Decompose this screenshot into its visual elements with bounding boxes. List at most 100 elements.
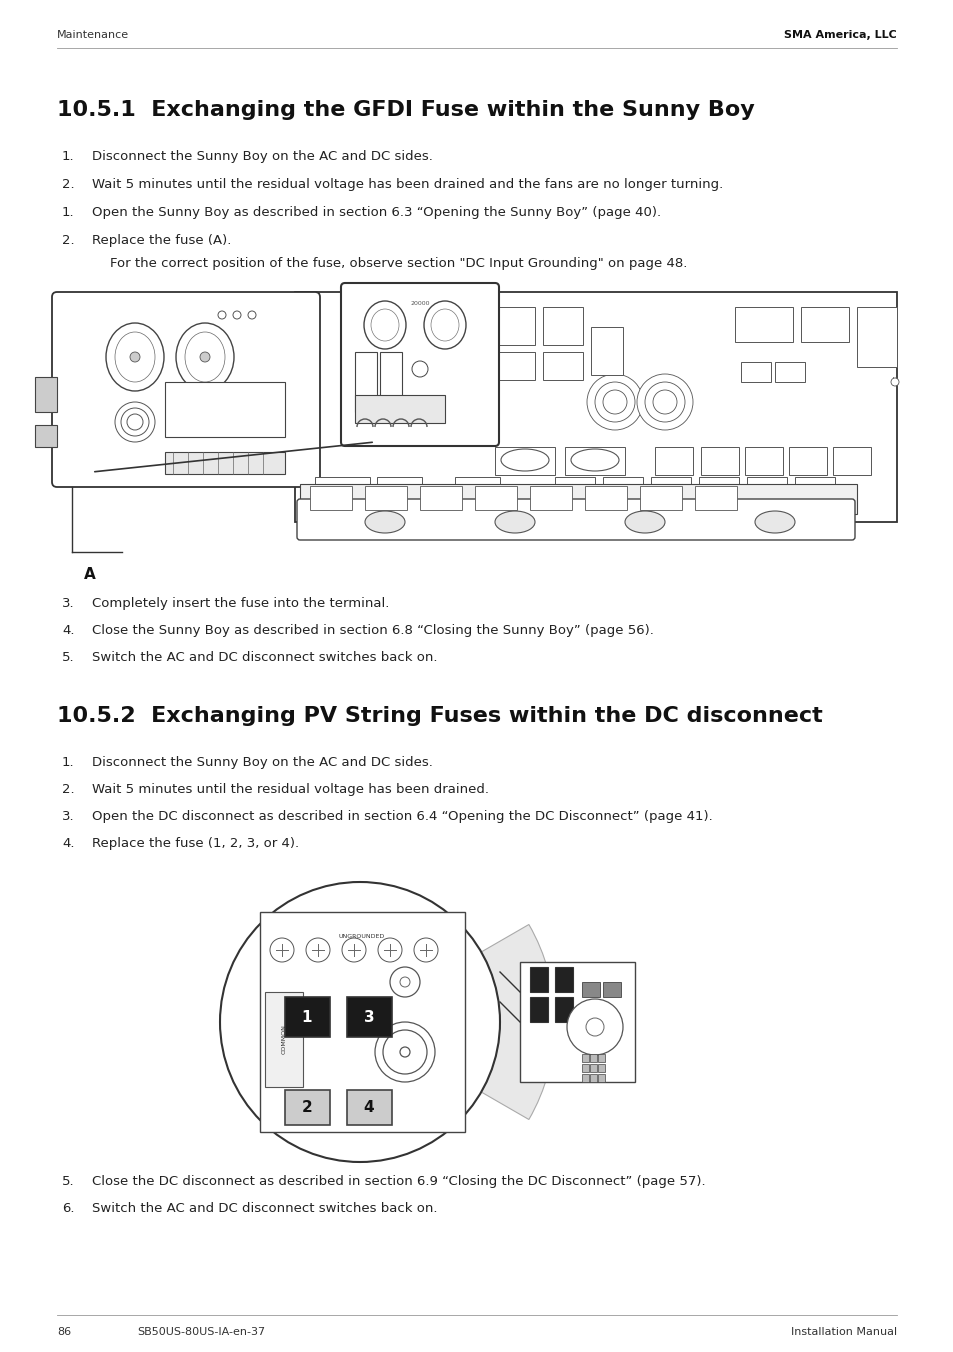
Bar xyxy=(542,307,582,345)
Bar xyxy=(419,485,461,510)
Circle shape xyxy=(115,402,154,442)
Ellipse shape xyxy=(495,511,535,533)
Text: Replace the fuse (1, 2, 3, or 4).: Replace the fuse (1, 2, 3, or 4). xyxy=(91,837,299,850)
Circle shape xyxy=(637,375,692,430)
Text: Switch the AC and DC disconnect switches back on.: Switch the AC and DC disconnect switches… xyxy=(91,1202,437,1215)
Bar xyxy=(35,377,57,412)
Text: Close the Sunny Boy as described in section 6.8 “Closing the Sunny Boy” (page 56: Close the Sunny Boy as described in sect… xyxy=(91,625,653,637)
Text: 3.: 3. xyxy=(62,598,74,610)
Ellipse shape xyxy=(754,511,794,533)
Bar xyxy=(744,448,782,475)
Bar xyxy=(598,1073,604,1082)
Circle shape xyxy=(586,375,642,430)
Ellipse shape xyxy=(500,449,548,470)
Text: Wait 5 minutes until the residual voltage has been drained.: Wait 5 minutes until the residual voltag… xyxy=(91,783,489,796)
Circle shape xyxy=(890,379,898,387)
Text: Replace the fuse (A).: Replace the fuse (A). xyxy=(91,234,232,247)
Circle shape xyxy=(652,389,677,414)
Bar xyxy=(530,967,547,992)
Bar xyxy=(794,477,834,499)
Text: 4.: 4. xyxy=(62,625,74,637)
Bar xyxy=(740,362,770,383)
Circle shape xyxy=(341,938,366,963)
Bar xyxy=(589,1055,597,1063)
Bar xyxy=(639,485,681,510)
Bar xyxy=(564,448,624,475)
Circle shape xyxy=(595,383,635,422)
Bar xyxy=(355,352,376,412)
Bar xyxy=(475,485,517,510)
Circle shape xyxy=(602,389,626,414)
Bar xyxy=(530,485,572,510)
Circle shape xyxy=(306,938,330,963)
Text: 3: 3 xyxy=(363,1010,374,1025)
Bar xyxy=(581,982,599,996)
Bar xyxy=(294,292,896,522)
Circle shape xyxy=(127,414,143,430)
Text: 5.: 5. xyxy=(62,1175,74,1188)
Bar xyxy=(695,485,737,510)
Text: Maintenance: Maintenance xyxy=(57,30,129,41)
Bar xyxy=(589,1064,597,1072)
Bar xyxy=(788,448,826,475)
Ellipse shape xyxy=(365,511,405,533)
Ellipse shape xyxy=(624,511,664,533)
FancyBboxPatch shape xyxy=(52,292,319,487)
Text: SMA America, LLC: SMA America, LLC xyxy=(783,30,896,41)
Bar xyxy=(598,1064,604,1072)
Bar xyxy=(495,307,535,345)
Text: A: A xyxy=(84,566,95,581)
Text: UNGROUNDED: UNGROUNDED xyxy=(338,934,385,940)
Text: 3.: 3. xyxy=(62,810,74,823)
Bar xyxy=(774,362,804,383)
Bar xyxy=(589,1073,597,1082)
Bar xyxy=(165,452,285,475)
FancyBboxPatch shape xyxy=(340,283,498,446)
Bar xyxy=(285,1090,330,1125)
Bar xyxy=(379,352,401,412)
Circle shape xyxy=(248,311,255,319)
Text: 1: 1 xyxy=(301,1010,312,1025)
Wedge shape xyxy=(480,925,555,1119)
Circle shape xyxy=(644,383,684,422)
Ellipse shape xyxy=(364,301,406,349)
Bar xyxy=(347,996,392,1037)
Text: 10.5.1  Exchanging the GFDI Fuse within the Sunny Boy: 10.5.1 Exchanging the GFDI Fuse within t… xyxy=(57,100,754,120)
Circle shape xyxy=(233,311,241,319)
Bar xyxy=(519,963,635,1082)
FancyBboxPatch shape xyxy=(296,499,854,539)
Circle shape xyxy=(414,938,437,963)
Text: 1.: 1. xyxy=(62,206,74,219)
Bar xyxy=(299,484,856,514)
Bar xyxy=(495,352,535,380)
Bar xyxy=(746,477,786,499)
Circle shape xyxy=(121,408,149,435)
Ellipse shape xyxy=(185,333,225,383)
Text: 10.5.2  Exchanging PV String Fuses within the DC disconnect: 10.5.2 Exchanging PV String Fuses within… xyxy=(57,706,821,726)
Ellipse shape xyxy=(571,449,618,470)
Circle shape xyxy=(585,1018,603,1036)
Bar xyxy=(260,913,464,1132)
Bar xyxy=(598,1055,604,1063)
Ellipse shape xyxy=(115,333,154,383)
Text: ||: || xyxy=(891,377,897,387)
Text: 1.: 1. xyxy=(62,150,74,164)
Bar xyxy=(801,307,848,342)
Circle shape xyxy=(399,977,410,987)
Circle shape xyxy=(377,938,401,963)
Text: 1.: 1. xyxy=(62,756,74,769)
Circle shape xyxy=(220,882,499,1161)
Text: 2: 2 xyxy=(301,1099,312,1114)
Text: Wait 5 minutes until the residual voltage has been drained and the fans are no l: Wait 5 minutes until the residual voltag… xyxy=(91,178,722,191)
Bar xyxy=(35,425,57,448)
Text: Open the DC disconnect as described in section 6.4 “Opening the DC Disconnect” (: Open the DC disconnect as described in s… xyxy=(91,810,712,823)
Bar xyxy=(655,448,692,475)
Bar xyxy=(376,477,421,499)
Text: 86: 86 xyxy=(57,1328,71,1337)
Bar xyxy=(555,477,595,499)
Text: Close the DC disconnect as described in section 6.9 “Closing the DC Disconnect” : Close the DC disconnect as described in … xyxy=(91,1175,705,1188)
Bar xyxy=(555,967,573,992)
Ellipse shape xyxy=(423,301,465,349)
Bar xyxy=(555,996,573,1022)
Bar xyxy=(832,448,870,475)
